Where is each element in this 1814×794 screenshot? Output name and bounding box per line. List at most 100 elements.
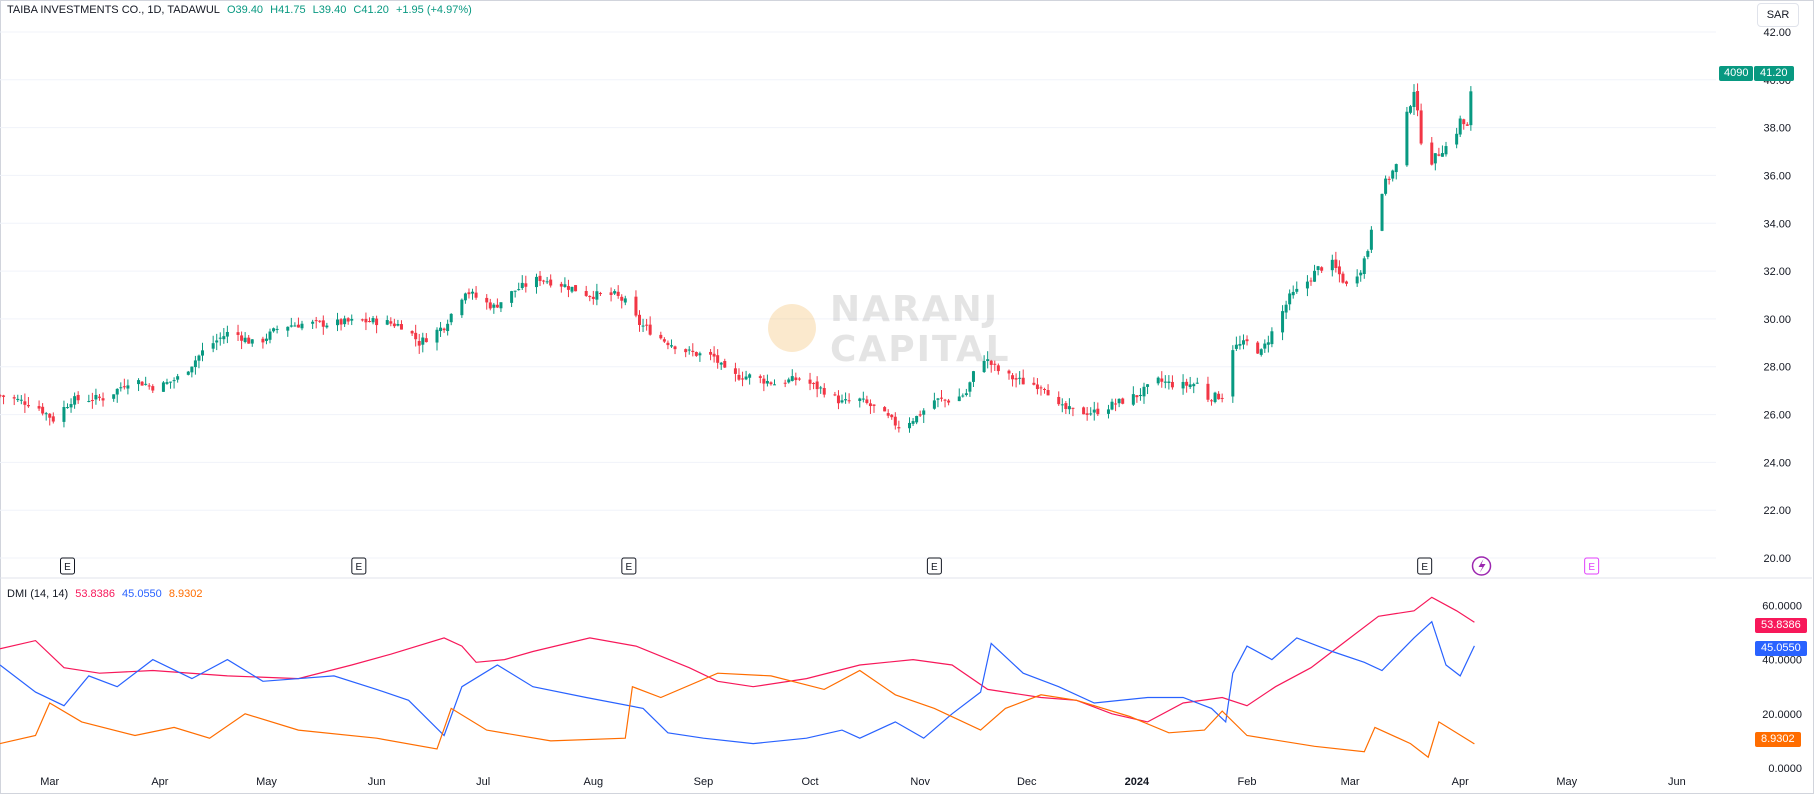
plus-di-value: 45.0550 bbox=[122, 588, 162, 600]
candle-body bbox=[584, 291, 588, 296]
candle-body bbox=[783, 382, 787, 384]
candle-body bbox=[542, 280, 546, 282]
earnings-marker-label: E bbox=[64, 562, 71, 573]
candle-body bbox=[595, 291, 599, 300]
candle-body bbox=[1380, 193, 1384, 231]
candle-body bbox=[1060, 404, 1064, 406]
candle-body bbox=[396, 323, 400, 326]
candle-body bbox=[1021, 377, 1025, 385]
candle-body bbox=[286, 326, 290, 331]
low-value: L39.40 bbox=[312, 4, 347, 16]
dmi-series-line-0 bbox=[0, 596, 1475, 723]
candle-body bbox=[1359, 272, 1363, 276]
candle-body bbox=[471, 291, 475, 294]
candle-body bbox=[808, 379, 812, 384]
candle-body bbox=[140, 381, 144, 386]
candle-body bbox=[371, 318, 375, 323]
price-axis-tick: 24.00 bbox=[1763, 457, 1791, 469]
candle-body bbox=[1057, 396, 1061, 405]
candle-body bbox=[467, 292, 471, 295]
candle-body bbox=[439, 327, 443, 332]
candle-body bbox=[247, 337, 251, 344]
candle-body bbox=[161, 382, 165, 392]
currency-button[interactable]: SAR bbox=[1757, 3, 1799, 27]
candle-body bbox=[1146, 384, 1150, 387]
candle-body bbox=[1366, 251, 1370, 257]
candle-body bbox=[549, 279, 553, 286]
candle-body bbox=[1412, 91, 1416, 108]
time-axis-tick: May bbox=[256, 776, 277, 788]
candle-body bbox=[865, 399, 869, 404]
candle-body bbox=[417, 340, 421, 346]
candle-body bbox=[993, 363, 997, 365]
candle-body bbox=[922, 410, 926, 415]
candle-body bbox=[115, 388, 119, 395]
candle-body bbox=[989, 360, 993, 365]
candle-body bbox=[616, 291, 620, 296]
candle-body bbox=[499, 302, 503, 309]
candle-body bbox=[1064, 403, 1068, 409]
candle-body bbox=[275, 328, 279, 330]
candle-body bbox=[264, 338, 268, 341]
candle-body bbox=[769, 382, 773, 385]
candle-body bbox=[112, 394, 116, 399]
candle-body bbox=[758, 376, 762, 378]
candle-body bbox=[812, 383, 816, 385]
candle-body bbox=[12, 397, 16, 399]
candle-body bbox=[982, 361, 986, 373]
candle-body bbox=[691, 350, 695, 352]
candle-body bbox=[709, 351, 713, 355]
earnings-marker-box bbox=[926, 557, 942, 575]
candle-body bbox=[1167, 381, 1171, 384]
candle-body bbox=[1238, 343, 1242, 346]
candle-body bbox=[364, 318, 368, 323]
candle-body bbox=[890, 414, 894, 418]
candle-body bbox=[336, 319, 340, 326]
candle-body bbox=[240, 335, 244, 341]
candle-body bbox=[538, 275, 542, 282]
candle-body bbox=[872, 404, 876, 406]
candle-body bbox=[1263, 343, 1267, 349]
candle-body bbox=[197, 355, 201, 361]
candle-body bbox=[1305, 281, 1309, 289]
candle-body bbox=[712, 353, 716, 357]
candle-body bbox=[435, 329, 439, 343]
candle-body bbox=[446, 323, 450, 332]
candle-body bbox=[1035, 384, 1039, 390]
candle-body bbox=[62, 407, 66, 422]
candle-body bbox=[638, 314, 642, 325]
candle-body bbox=[1163, 381, 1167, 383]
candle-body bbox=[1014, 378, 1018, 380]
candle-body bbox=[367, 321, 371, 323]
candle-body bbox=[399, 324, 403, 330]
candle-body bbox=[1156, 377, 1160, 384]
dmi-axis-tick: 0.0000 bbox=[1768, 763, 1802, 775]
candle-body bbox=[1220, 397, 1224, 399]
time-axis-tick: May bbox=[1556, 776, 1577, 788]
candle-body bbox=[815, 381, 819, 390]
candle-body bbox=[620, 296, 624, 301]
candle-body bbox=[797, 378, 801, 380]
time-axis-tick: Mar bbox=[40, 776, 59, 788]
dmi-axis-tick: 20.0000 bbox=[1762, 709, 1802, 721]
candle-body bbox=[1210, 400, 1214, 402]
candle-body bbox=[897, 427, 901, 429]
earnings-marker-label: E bbox=[1421, 562, 1428, 573]
earnings-marker-box bbox=[351, 557, 367, 575]
candle-body bbox=[1288, 293, 1292, 305]
candle-body bbox=[986, 359, 990, 362]
candle-body bbox=[1455, 133, 1459, 145]
time-axis-tick: Apr bbox=[151, 776, 168, 788]
candle-body bbox=[343, 318, 347, 325]
candle-body bbox=[421, 337, 425, 345]
candle-body bbox=[1462, 119, 1466, 125]
earnings-marker-label: E bbox=[626, 562, 633, 573]
candle-body bbox=[1320, 267, 1324, 271]
candle-body bbox=[222, 336, 226, 340]
dmi-axis-tick: 40.0000 bbox=[1762, 655, 1802, 667]
candle-body bbox=[1465, 124, 1469, 126]
candle-body bbox=[169, 381, 173, 383]
lightning-bolt-icon bbox=[1478, 559, 1486, 573]
candle-body bbox=[936, 398, 940, 400]
